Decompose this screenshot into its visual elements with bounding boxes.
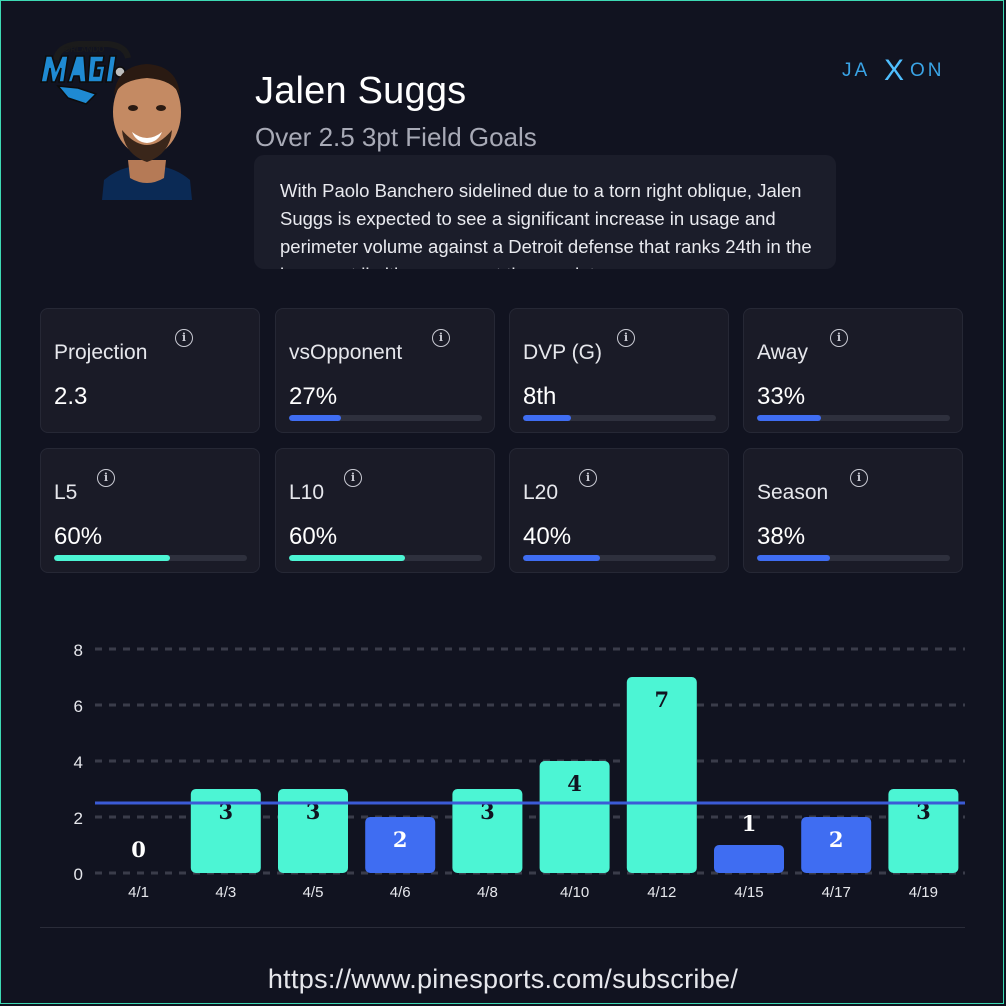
bar [278, 789, 348, 873]
x-tick-label: 4/1 [128, 884, 149, 901]
stat-progress-fill [289, 415, 342, 421]
y-tick-label: 8 [74, 641, 83, 660]
y-tick-label: 4 [74, 753, 83, 772]
stat-progress-fill [523, 555, 601, 561]
bar-value-label: 2 [393, 827, 408, 852]
bar-value-label: 0 [131, 837, 146, 862]
stat-progress-track [289, 555, 482, 561]
bar-value-label: 3 [218, 799, 233, 824]
player-headshot [102, 64, 192, 200]
stat-card-l5: L5 i 60% [40, 448, 260, 573]
stat-progress-track [523, 415, 716, 421]
info-icon[interactable]: i [617, 329, 635, 347]
analysis-text: With Paolo Banchero sidelined due to a t… [280, 180, 812, 269]
bar [190, 789, 261, 873]
stat-value: 38% [757, 523, 806, 550]
stat-progress-track [523, 555, 716, 561]
brand-logo: JA X ON [842, 54, 945, 86]
stat-progress-fill [523, 415, 572, 421]
brand-text-right: ON [910, 60, 945, 81]
stat-card-projection: Projection i 2.3 [40, 308, 260, 433]
x-tick-label: 4/15 [734, 884, 763, 901]
stat-value: 33% [757, 383, 806, 410]
stat-label: Season [757, 481, 829, 504]
x-tick-label: 4/17 [822, 884, 851, 901]
stat-label: DVP (G) [523, 341, 602, 364]
bar-value-label: 7 [654, 687, 669, 712]
y-tick-label: 0 [74, 865, 83, 884]
bar-value-label: 4 [567, 771, 582, 796]
bar-value-label: 2 [829, 827, 844, 852]
stat-progress-fill [757, 555, 831, 561]
y-tick-label: 6 [74, 697, 83, 716]
x-tick-label: 4/19 [909, 884, 938, 901]
info-icon[interactable]: i [432, 329, 450, 347]
stat-label: vsOpponent [289, 341, 403, 364]
info-icon[interactable]: i [175, 329, 193, 347]
x-tick-label: 4/8 [477, 884, 498, 901]
brand-text-left: JA [842, 60, 870, 81]
stat-progress-track [54, 555, 247, 561]
analysis-blurb[interactable]: With Paolo Banchero sidelined due to a t… [254, 155, 836, 269]
y-tick-label: 2 [74, 809, 83, 828]
footer-divider [40, 927, 965, 928]
x-tick-label: 4/6 [390, 884, 411, 901]
subscribe-link[interactable]: https://www.pinesports.com/subscribe/ [267, 964, 739, 994]
stat-card-l20: L20 i 40% [509, 448, 729, 573]
stat-progress-fill [289, 555, 405, 561]
stat-value: 2.3 [54, 383, 88, 410]
info-icon[interactable]: i [850, 469, 868, 487]
stat-value: 8th [523, 383, 557, 410]
x-tick-label: 4/12 [647, 884, 676, 901]
stat-card-season: Season i 38% [743, 448, 963, 573]
stat-label: L10 [289, 481, 325, 504]
bar [365, 817, 436, 873]
bar-value-label: 3 [480, 799, 495, 824]
player-name: Jalen Suggs [255, 70, 467, 112]
x-tick-label: 4/5 [303, 884, 324, 901]
bar [539, 761, 610, 873]
bar [714, 845, 784, 873]
bar [626, 677, 697, 873]
stat-value: 60% [54, 523, 103, 550]
stat-progress-fill [757, 415, 821, 421]
stat-value: 40% [523, 523, 572, 550]
stat-label: Away [757, 341, 808, 364]
stat-value: 27% [289, 383, 338, 410]
team-logo: ORLANDO [40, 41, 131, 105]
info-icon[interactable]: i [579, 469, 597, 487]
info-icon[interactable]: i [344, 469, 362, 487]
stat-value: 60% [289, 523, 338, 550]
stat-card-away: Away i 33% [743, 308, 963, 433]
stat-label: L20 [523, 481, 559, 504]
stat-card-l10: L10 i 60% [275, 448, 495, 573]
stat-progress-fill [54, 555, 170, 561]
bar [888, 789, 959, 873]
brand-text-x: X [884, 54, 904, 86]
info-icon[interactable]: i [97, 469, 115, 487]
bar-value-label: 1 [742, 811, 757, 836]
bar [452, 789, 523, 873]
prop-line: Over 2.5 3pt Field Goals [255, 122, 537, 152]
x-tick-label: 4/10 [560, 884, 589, 901]
stat-label: Projection [54, 341, 148, 364]
team-logo-text: ORLANDO [64, 45, 104, 54]
x-tick-label: 4/3 [215, 884, 236, 901]
stat-progress-track [289, 415, 482, 421]
bar [801, 817, 872, 873]
bar-value-label: 3 [306, 799, 321, 824]
stat-card-vsopponent: vsOpponent i 27% [275, 308, 495, 433]
stat-label: L5 [54, 481, 78, 504]
stat-progress-track [757, 415, 950, 421]
game-log-chart: 0 2 4 6 8 0 4/1 3 4/3 3 4/5 2 4/6 3 4/8 4 4/10 7 4/12 1 4/15… [74, 641, 965, 901]
bar-value-label: 3 [916, 799, 931, 824]
info-icon[interactable]: i [830, 329, 848, 347]
stat-card-dvp: DVP (G) i 8th [509, 308, 729, 433]
stat-progress-track [757, 555, 950, 561]
